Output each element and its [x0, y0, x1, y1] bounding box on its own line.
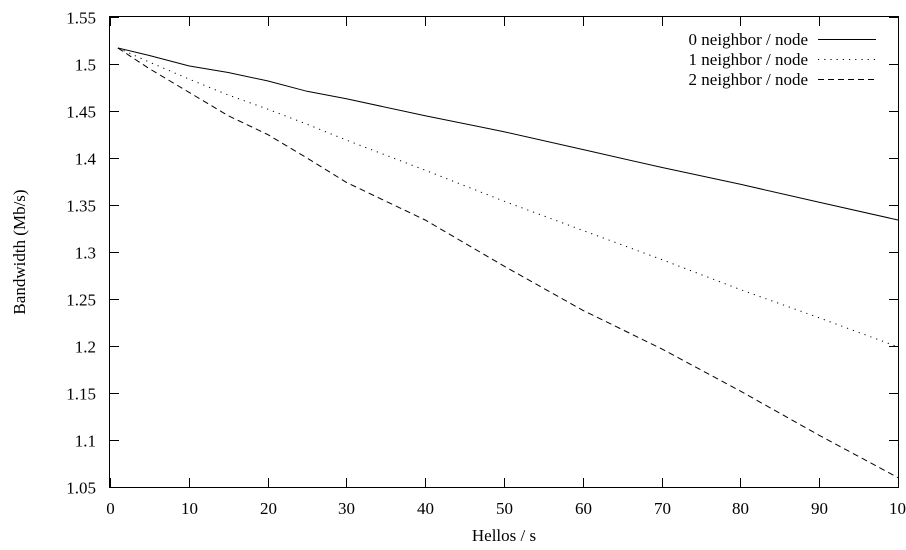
series-line-2 — [117, 47, 899, 479]
legend-label: 1 neighbor / node — [689, 50, 808, 69]
y-tick-label: 1.1 — [75, 432, 96, 451]
y-tick-label: 1.55 — [66, 9, 96, 28]
y-tick-label: 1.5 — [75, 56, 96, 75]
y-axis-label: Bandwidth (Mb/s) — [10, 189, 29, 314]
x-tick-label: 20 — [260, 499, 277, 518]
y-tick-label: 1.4 — [75, 150, 97, 169]
x-tick-label: 40 — [417, 499, 434, 518]
x-tick-label: 0 — [106, 499, 115, 518]
x-tick-label: 10 — [181, 499, 198, 518]
x-axis-label: Hellos / s — [472, 526, 536, 545]
y-tick-label: 1.15 — [66, 385, 96, 404]
x-tick-label: 60 — [575, 499, 592, 518]
plot-border — [109, 16, 899, 488]
x-tick-label: 30 — [338, 499, 355, 518]
plot-area — [109, 16, 899, 488]
y-tick-label: 1.3 — [75, 244, 96, 263]
x-tick-label: 90 — [811, 499, 828, 518]
x-tick-label: 10 — [889, 499, 906, 518]
y-tick-label: 1.25 — [66, 291, 96, 310]
y-tick-label: 1.45 — [66, 103, 96, 122]
legend-label: 0 neighbor / node — [689, 30, 808, 49]
y-axis: 1.05 1.1 1.15 1.2 1.25 1.3 1.35 1.4 1.45 1.5 1.55 — [66, 9, 898, 498]
y-tick-label: 1.2 — [75, 338, 96, 357]
series-line-1 — [117, 47, 899, 348]
series-layer — [117, 47, 899, 479]
y-tick-label: 1.05 — [66, 479, 96, 498]
x-tick-label: 50 — [496, 499, 513, 518]
legend-label: 2 neighbor / node — [689, 70, 808, 89]
x-tick-label: 70 — [654, 499, 671, 518]
y-tick-label: 1.35 — [66, 197, 96, 216]
x-axis: 0 10 20 30 40 50 60 70 80 90 10 — [106, 17, 906, 518]
series-line-0 — [117, 47, 899, 221]
x-tick-label: 80 — [732, 499, 749, 518]
